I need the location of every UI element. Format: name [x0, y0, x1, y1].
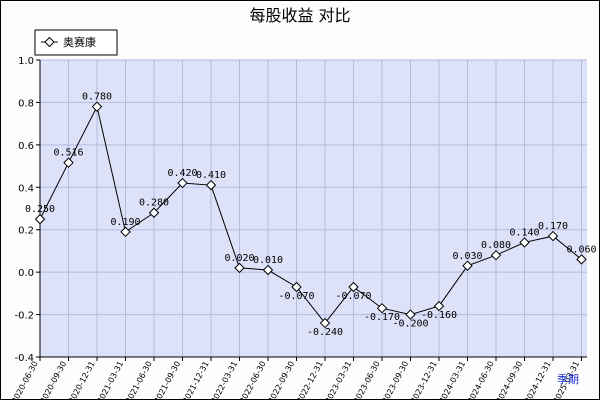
data-point-marker	[148, 207, 160, 218]
data-point-marker	[405, 309, 416, 320]
x-tick-label: 2022-09-30	[266, 360, 296, 400]
data-point-marker	[490, 249, 502, 261]
x-tick-label: 2020-06-30	[10, 360, 40, 400]
data-label: 0.190	[110, 217, 140, 228]
x-tick-label: 2020-09-30	[38, 360, 68, 400]
data-point-marker	[91, 101, 103, 112]
data-point-marker	[433, 300, 445, 312]
period-corner-label[interactable]: 季期	[557, 373, 579, 386]
data-label: 0.010	[253, 255, 283, 266]
x-tick-label: 2024-09-30	[494, 360, 524, 400]
data-point-marker	[34, 213, 46, 225]
data-label: -0.070	[335, 291, 371, 302]
x-tick-label: 2020-12-31	[67, 360, 97, 400]
y-tick-label: 0.0	[18, 268, 34, 279]
y-tick-label: -0.2	[14, 311, 34, 322]
x-tick-label: 2022-06-30	[238, 360, 268, 400]
x-tick-label: 2024-03-31	[437, 360, 467, 400]
data-point-marker	[291, 281, 302, 293]
y-tick-label: 0.4	[18, 183, 34, 194]
x-tick-label: 2021-12-31	[181, 360, 211, 400]
data-label: 0.030	[452, 251, 482, 262]
data-point-marker	[63, 157, 74, 168]
legend: 奥赛康	[34, 29, 118, 56]
data-label: -0.240	[307, 327, 343, 338]
x-tick-label: 2021-06-30	[124, 360, 154, 400]
x-tick-label: 2021-09-30	[152, 360, 182, 400]
legend-marker-icon	[44, 36, 55, 48]
data-point-marker	[547, 230, 559, 242]
y-tick-label: 0.2	[18, 226, 34, 237]
data-label: 0.060	[566, 244, 596, 255]
series-line-path	[39, 105, 582, 324]
data-label: 0.420	[167, 168, 197, 179]
data-point-marker	[234, 262, 245, 274]
data-point-marker	[576, 254, 587, 265]
data-point-marker	[519, 237, 530, 248]
series-line	[39, 105, 582, 324]
data-point-marker	[177, 177, 188, 189]
data-label: 0.250	[25, 204, 55, 215]
data-point-marker	[348, 281, 359, 293]
data-point-marker	[462, 260, 473, 271]
data-point-marker	[205, 179, 217, 191]
data-point-marker	[319, 317, 331, 329]
data-label: 0.516	[53, 148, 83, 159]
plot-area	[40, 60, 587, 357]
data-label: 0.280	[139, 198, 169, 209]
data-point-marker	[262, 264, 274, 276]
data-label: 0.170	[538, 221, 568, 232]
data-label: 0.780	[82, 92, 112, 103]
y-tick-label: 0.6	[18, 141, 34, 152]
y-axis-ticks: -0.4 -0.2 0.0 0.2 0.4 0.6 0.8 1.0	[14, 56, 40, 364]
y-tick-label: -0.4	[14, 353, 34, 364]
data-label: -0.200	[392, 319, 428, 330]
x-tick-label: 2023-09-30	[380, 360, 410, 400]
legend-label: 奥赛康	[63, 35, 96, 49]
x-tick-label: 2024-12-31	[523, 360, 553, 400]
data-point-marker	[120, 226, 131, 238]
data-label: 0.140	[509, 227, 539, 238]
data-label: -0.160	[421, 310, 457, 321]
data-markers	[34, 101, 587, 329]
x-tick-label: 2024-06-30	[466, 360, 496, 400]
y-tick-label: 0.8	[18, 98, 34, 109]
data-label: 0.080	[481, 240, 511, 251]
x-tick-label: 2022-03-31	[209, 360, 239, 400]
data-label: -0.170	[364, 312, 400, 323]
x-tick-label: 2021-03-31	[95, 360, 125, 400]
data-label: 0.020	[224, 253, 254, 264]
chart-title: 每股收益 对比	[249, 6, 350, 25]
data-label: -0.070	[278, 291, 314, 302]
data-label: 0.410	[196, 170, 226, 181]
x-tick-label: 2022-12-31	[295, 360, 325, 400]
data-point-marker	[376, 303, 388, 314]
y-tick-label: 1.0	[18, 56, 34, 67]
x-axis-ticks: 2020-06-302020-09-302020-12-312021-03-31…	[10, 357, 582, 400]
x-tick-label: 2023-12-31	[409, 360, 439, 400]
x-tick-label: 2023-03-31	[323, 360, 353, 400]
x-tick-label: 2023-06-30	[352, 360, 382, 400]
